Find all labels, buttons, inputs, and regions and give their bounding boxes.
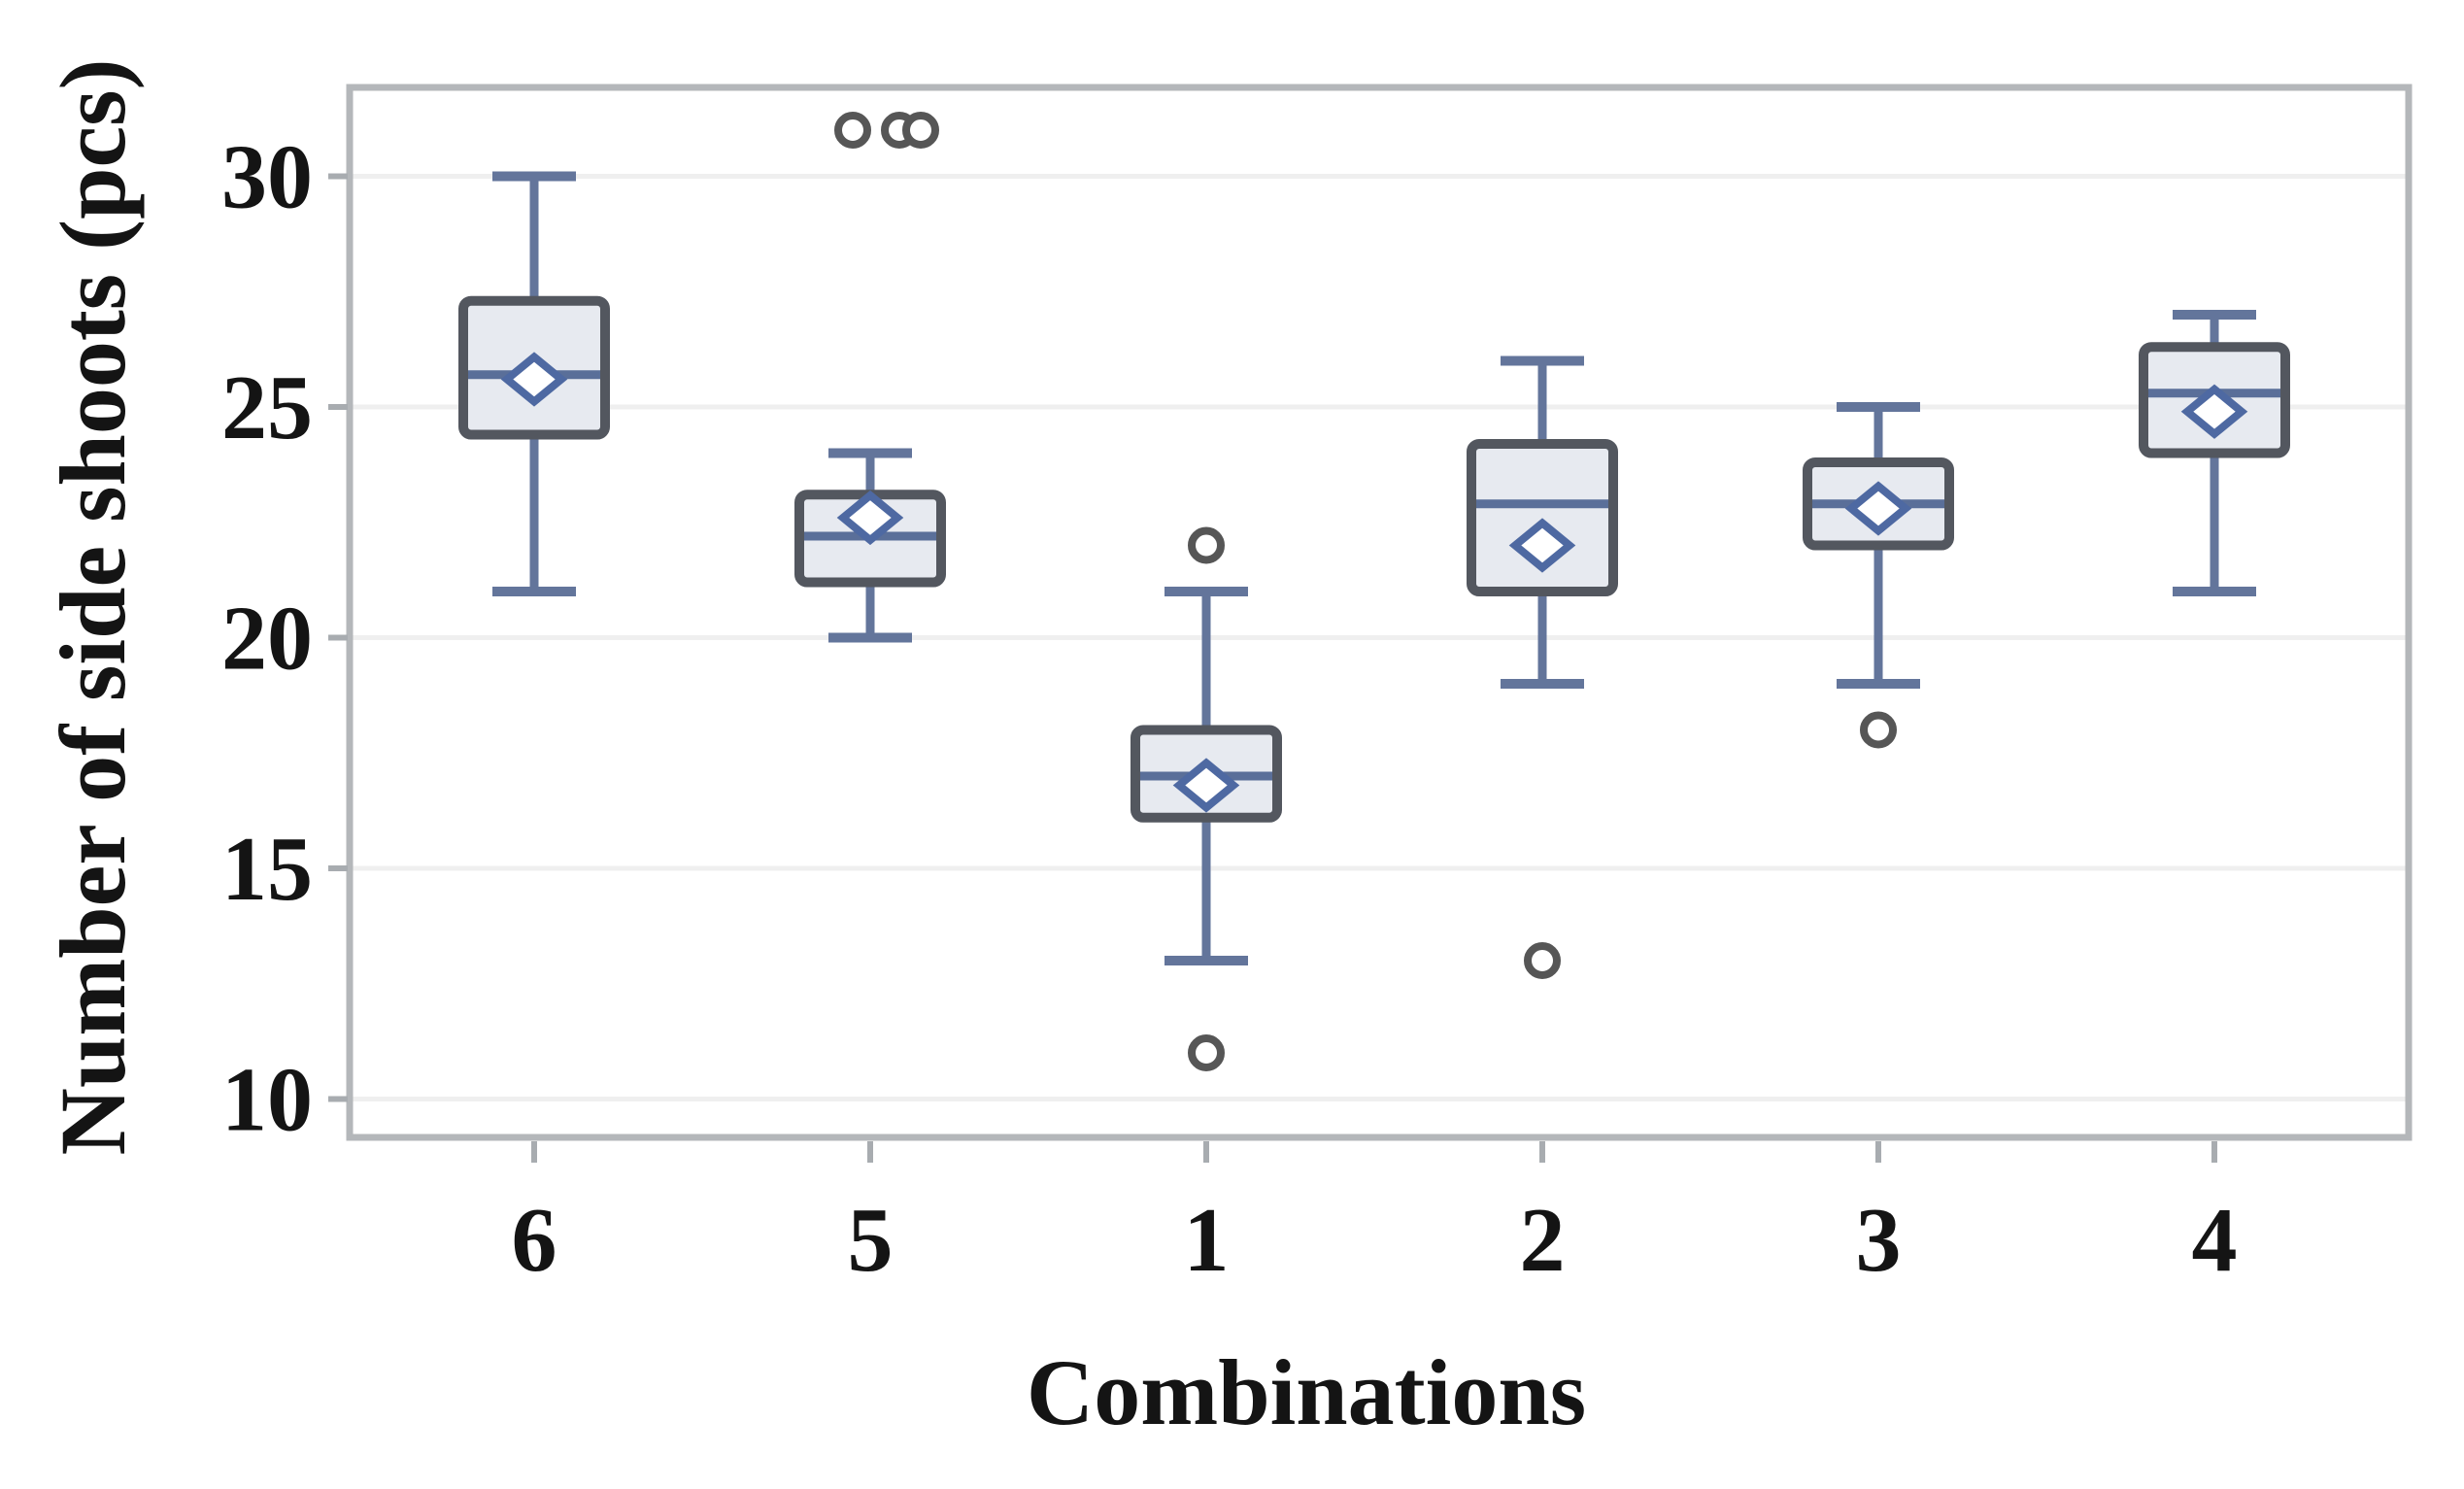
ticks-layer	[328, 173, 2217, 1163]
box-plot-combination-1	[1131, 526, 1282, 1071]
plot-frame	[346, 84, 2413, 1141]
iqr-box	[1467, 439, 1618, 596]
y-axis-title: Number of side shoots (pcs)	[41, 59, 145, 1156]
x-tick-label-1: 1	[1184, 1190, 1230, 1291]
outlier-marker	[1188, 1034, 1225, 1071]
y-tick-label-10: 10	[221, 1050, 313, 1151]
mean-diamond	[836, 490, 904, 546]
y-tick-label-30: 30	[221, 127, 313, 228]
x-tick-label-4: 4	[2192, 1190, 2238, 1291]
outlier-marker	[1188, 526, 1225, 564]
outlier-marker	[834, 112, 871, 149]
box-plot-combination-6	[458, 171, 610, 596]
gridlines-layer	[353, 174, 2406, 1101]
boxes-layer	[458, 112, 2290, 1071]
x-tick-label-5: 5	[848, 1190, 894, 1291]
mean-diamond	[2180, 384, 2248, 439]
mean-diamond	[1508, 518, 1576, 573]
x-tick-label-6: 6	[512, 1190, 557, 1291]
outlier-marker	[1524, 942, 1561, 979]
box-plot-combination-2	[1467, 355, 1618, 979]
box-plot-combination-4	[2139, 310, 2290, 596]
mean-diamond	[500, 352, 568, 407]
outlier-marker	[902, 112, 939, 149]
x-axis-title: Combinations	[1027, 1340, 1586, 1444]
y-tick-label-25: 25	[221, 357, 313, 458]
x-tick-label-2: 2	[1520, 1190, 1566, 1291]
y-tick-label-20: 20	[221, 589, 313, 690]
x-tick-label-3: 3	[1856, 1190, 1902, 1291]
mean-diamond	[1844, 481, 1912, 536]
mean-diamond	[1172, 758, 1240, 813]
box-plot-combination-3	[1803, 402, 1954, 749]
y-tick-label-15: 15	[221, 819, 313, 920]
box-plot-combination-5	[794, 112, 946, 643]
outlier-marker	[1860, 711, 1897, 749]
tick-labels-layer: 30 25 20 15 10 6 5 1 2 3 4	[221, 127, 2238, 1292]
